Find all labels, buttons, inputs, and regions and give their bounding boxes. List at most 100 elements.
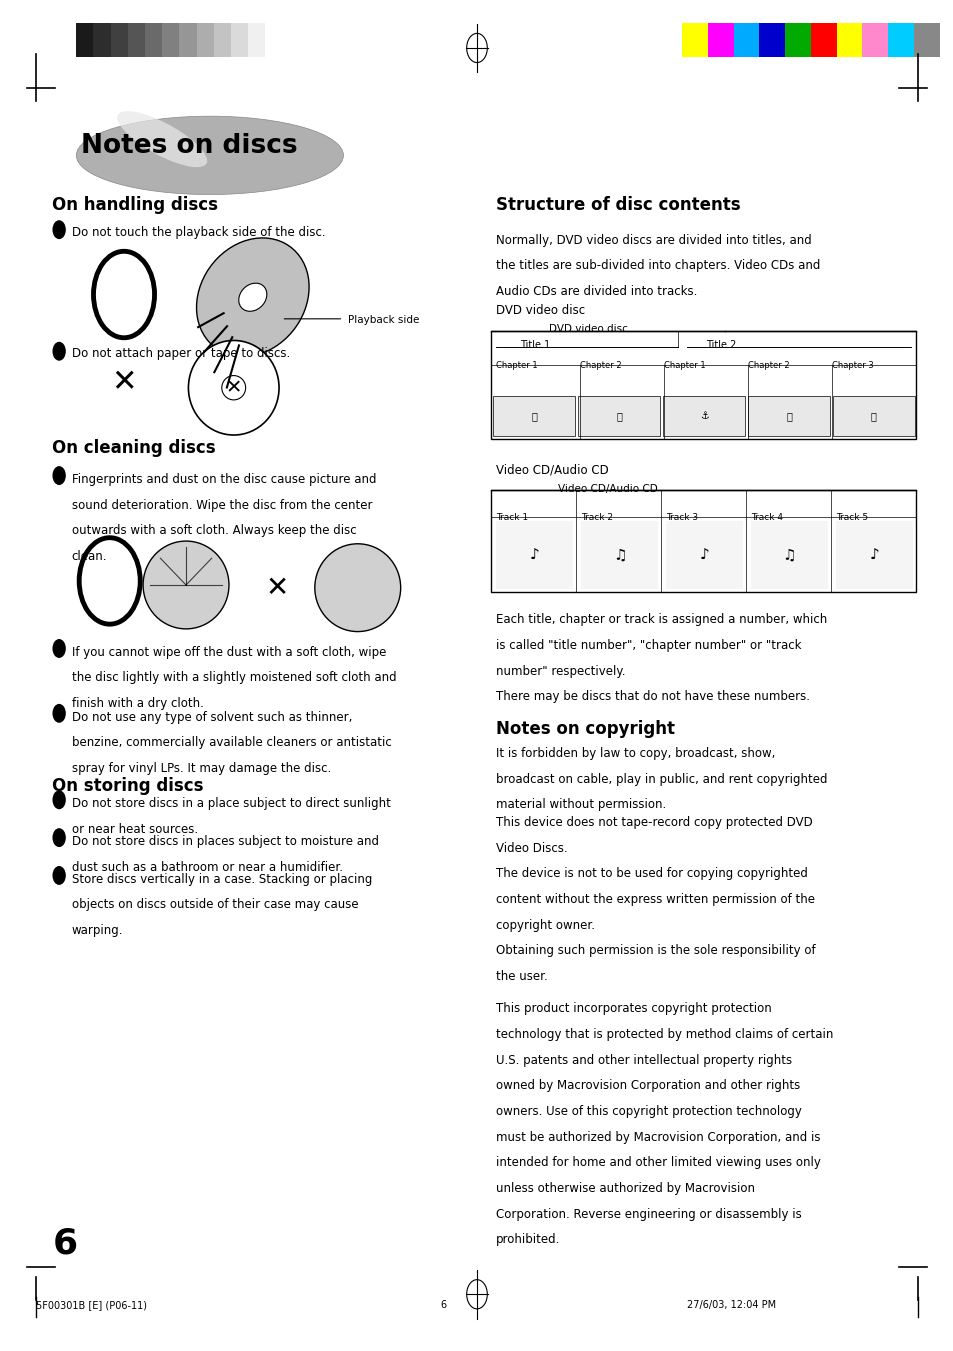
- Bar: [810, 23, 836, 57]
- Text: Chapter 1: Chapter 1: [663, 361, 705, 370]
- Text: Video CD/Audio CD: Video CD/Audio CD: [558, 484, 658, 493]
- Text: 5F00301B [E] (P06-11): 5F00301B [E] (P06-11): [36, 1300, 147, 1309]
- Text: material without permission.: material without permission.: [496, 798, 665, 812]
- Bar: [681, 23, 707, 57]
- Bar: [707, 23, 733, 57]
- Text: intended for home and other limited viewing uses only: intended for home and other limited view…: [496, 1156, 821, 1170]
- Text: U.S. patents and other intellectual property rights: U.S. patents and other intellectual prop…: [496, 1054, 791, 1067]
- Bar: [491, 490, 915, 592]
- Text: Track 1: Track 1: [496, 513, 528, 523]
- Circle shape: [52, 828, 66, 847]
- Ellipse shape: [314, 544, 400, 632]
- Text: dust such as a bathroom or near a humidifier.: dust such as a bathroom or near a humidi…: [71, 861, 342, 874]
- Circle shape: [52, 342, 66, 361]
- Text: Track 2: Track 2: [580, 513, 613, 523]
- Bar: [76, 23, 93, 57]
- Bar: [265, 23, 282, 57]
- Text: Do not store discs in places subject to moisture and: Do not store discs in places subject to …: [71, 835, 378, 848]
- Bar: [496, 521, 573, 589]
- Text: Obtaining such permission is the sole responsibility of: Obtaining such permission is the sole re…: [496, 944, 815, 958]
- Bar: [162, 23, 179, 57]
- Text: Title 1: Title 1: [519, 340, 550, 350]
- Text: ♫: ♫: [781, 547, 796, 563]
- Bar: [835, 521, 912, 589]
- Text: Track 4: Track 4: [750, 513, 782, 523]
- Text: is called "title number", "chapter number" or "track: is called "title number", "chapter numbe…: [496, 639, 801, 653]
- Ellipse shape: [117, 111, 207, 168]
- Bar: [491, 331, 915, 439]
- Text: unless otherwise authorized by Macrovision: unless otherwise authorized by Macrovisi…: [496, 1182, 754, 1196]
- Circle shape: [52, 790, 66, 809]
- Bar: [733, 23, 759, 57]
- Text: Do not touch the playback side of the disc.: Do not touch the playback side of the di…: [71, 226, 325, 239]
- Text: Do not attach paper or tape to discs.: Do not attach paper or tape to discs.: [71, 347, 290, 361]
- Ellipse shape: [143, 542, 229, 630]
- Bar: [578, 396, 659, 436]
- Text: Store discs vertically in a case. Stacking or placing: Store discs vertically in a case. Stacki…: [71, 873, 372, 886]
- Text: content without the express written permission of the: content without the express written perm…: [496, 893, 814, 907]
- Text: Video Discs.: Video Discs.: [496, 842, 567, 855]
- Bar: [862, 23, 887, 57]
- Text: broadcast on cable, play in public, and rent copyrighted: broadcast on cable, play in public, and …: [496, 773, 826, 786]
- Bar: [111, 23, 128, 57]
- Text: If you cannot wipe off the dust with a soft cloth, wipe: If you cannot wipe off the dust with a s…: [71, 646, 386, 659]
- Text: On cleaning discs: On cleaning discs: [52, 439, 216, 457]
- Circle shape: [52, 220, 66, 239]
- Text: Notes on copyright: Notes on copyright: [496, 720, 675, 738]
- Text: Do not use any type of solvent such as thinner,: Do not use any type of solvent such as t…: [71, 711, 352, 724]
- Bar: [784, 23, 810, 57]
- Ellipse shape: [76, 116, 343, 195]
- Text: Each title, chapter or track is assigned a number, which: Each title, chapter or track is assigned…: [496, 613, 826, 627]
- Text: warping.: warping.: [71, 924, 123, 938]
- Text: objects on discs outside of their case may cause: objects on discs outside of their case m…: [71, 898, 357, 912]
- Text: Chapter 2: Chapter 2: [747, 361, 789, 370]
- Text: This product incorporates copyright protection: This product incorporates copyright prot…: [496, 1002, 771, 1016]
- Bar: [836, 23, 862, 57]
- Text: Corporation. Reverse engineering or disassembly is: Corporation. Reverse engineering or disa…: [496, 1208, 801, 1221]
- Bar: [493, 396, 575, 436]
- Ellipse shape: [196, 238, 309, 357]
- Bar: [913, 23, 939, 57]
- Text: Structure of disc contents: Structure of disc contents: [496, 196, 740, 213]
- Text: The device is not to be used for copying copyrighted: The device is not to be used for copying…: [496, 867, 807, 881]
- Text: ♪: ♪: [868, 547, 879, 563]
- Text: ✕: ✕: [265, 574, 288, 601]
- Bar: [747, 396, 829, 436]
- Bar: [750, 521, 827, 589]
- Text: Chapter 2: Chapter 2: [579, 361, 621, 370]
- Text: the titles are sub-divided into chapters. Video CDs and: the titles are sub-divided into chapters…: [496, 259, 820, 273]
- Text: Audio CDs are divided into tracks.: Audio CDs are divided into tracks.: [496, 285, 697, 299]
- Text: technology that is protected by method claims of certain: technology that is protected by method c…: [496, 1028, 833, 1042]
- Bar: [662, 396, 744, 436]
- Text: There may be discs that do not have these numbers.: There may be discs that do not have thes…: [496, 690, 809, 704]
- Text: 🚢: 🚢: [785, 411, 791, 422]
- Text: Title 2: Title 2: [705, 340, 736, 350]
- Text: copyright owner.: copyright owner.: [496, 919, 595, 932]
- Text: ♪: ♪: [699, 547, 709, 563]
- Text: 6: 6: [440, 1300, 446, 1309]
- Ellipse shape: [238, 284, 267, 311]
- Text: Chapter 1: Chapter 1: [496, 361, 537, 370]
- Bar: [213, 23, 231, 57]
- Text: 🚗: 🚗: [870, 411, 876, 422]
- Text: On storing discs: On storing discs: [52, 777, 204, 794]
- Text: Chapter 3: Chapter 3: [831, 361, 873, 370]
- Text: Notes on discs: Notes on discs: [81, 132, 297, 159]
- Text: Normally, DVD video discs are divided into titles, and: Normally, DVD video discs are divided in…: [496, 234, 811, 247]
- Text: benzine, commercially available cleaners or antistatic: benzine, commercially available cleaners…: [71, 736, 391, 750]
- Bar: [759, 23, 784, 57]
- Circle shape: [52, 866, 66, 885]
- Text: 27/6/03, 12:04 PM: 27/6/03, 12:04 PM: [686, 1300, 775, 1309]
- Text: must be authorized by Macrovision Corporation, and is: must be authorized by Macrovision Corpor…: [496, 1131, 820, 1144]
- Text: prohibited.: prohibited.: [496, 1233, 559, 1247]
- Text: owned by Macrovision Corporation and other rights: owned by Macrovision Corporation and oth…: [496, 1079, 800, 1093]
- Circle shape: [52, 639, 66, 658]
- Text: outwards with a soft cloth. Always keep the disc: outwards with a soft cloth. Always keep …: [71, 524, 355, 538]
- Text: spray for vinyl LPs. It may damage the disc.: spray for vinyl LPs. It may damage the d…: [71, 762, 331, 775]
- Bar: [580, 521, 658, 589]
- Bar: [832, 396, 914, 436]
- Bar: [248, 23, 265, 57]
- Text: Playback side: Playback side: [348, 315, 419, 324]
- Bar: [128, 23, 145, 57]
- Text: ✕: ✕: [112, 367, 136, 397]
